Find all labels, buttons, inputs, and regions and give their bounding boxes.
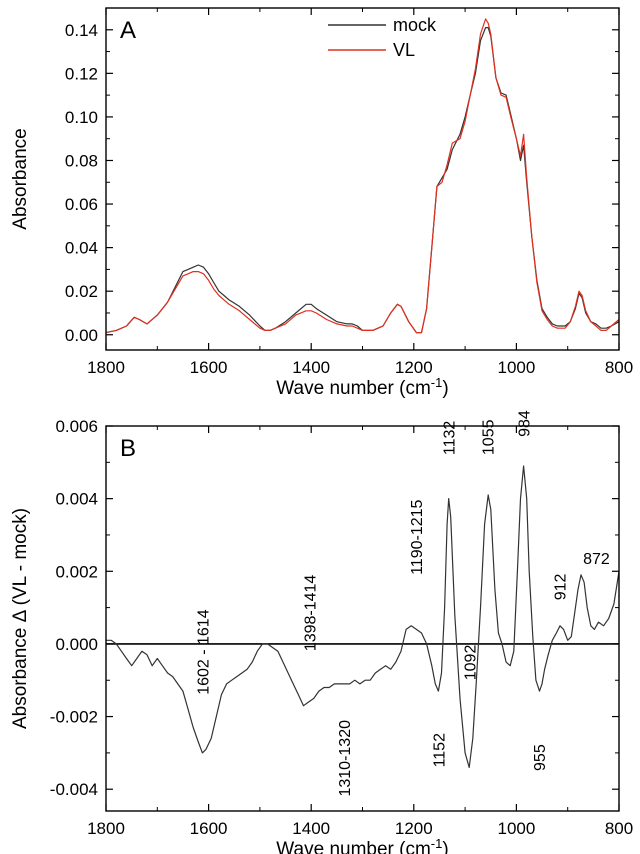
x-axis-label-unit-exponent: -1 — [431, 836, 443, 851]
y-tick-label: 0.04 — [65, 239, 98, 258]
x-axis-label-text: Wave number (cm — [276, 378, 431, 399]
y-tick-label: -0.004 — [50, 780, 98, 799]
peak-annotation: 1152 — [432, 733, 449, 768]
plot-frame — [105, 7, 620, 351]
peak-annotation: 955 — [532, 744, 549, 771]
x-axis-label: Wave number (cm-1) — [276, 836, 448, 854]
panel-a-chart: 1800 1600 1400 1200 1000 800 0.00 0.02 0.04 0.06 0… — [10, 7, 633, 399]
y-tick-label: 0.14 — [65, 21, 98, 40]
y-tick-label: 0.08 — [65, 151, 98, 170]
series-line-difference — [106, 465, 620, 768]
y-tick-label: 0.002 — [55, 562, 98, 581]
y-tick-label: 0.006 — [55, 417, 98, 436]
series-line-vl — [105, 18, 620, 334]
peak-annotation: 1132 — [442, 421, 459, 456]
y-tick-label: 0.004 — [55, 490, 98, 509]
peak-annotation: 1602 - 1614 — [196, 609, 213, 695]
y-tick-label: 0.10 — [65, 108, 98, 127]
x-tick-label: 1800 — [87, 819, 125, 838]
x-axis-label: Wave number (cm-1) — [276, 375, 448, 399]
peak-annotation: 872 — [583, 551, 610, 568]
x-tick-label: 1200 — [395, 358, 433, 377]
y-tick-label: 0.00 — [65, 326, 98, 345]
x-axis-label-text: Wave number (cm — [276, 839, 431, 854]
panel-label: A — [120, 17, 136, 44]
x-tick-label: 1200 — [395, 819, 433, 838]
y-tick-label: 0.000 — [55, 635, 98, 654]
x-tick-label: 1600 — [190, 819, 228, 838]
y-tick-label: 0.12 — [65, 64, 98, 83]
x-tick-label: 1400 — [292, 358, 330, 377]
x-tick-label: 800 — [605, 358, 633, 377]
x-axis-label-close: ) — [442, 839, 448, 854]
peak-annotation: 1398-1414 — [302, 575, 319, 652]
y-axis-label: Absorbance Δ (VL - mock) — [10, 508, 31, 729]
x-tick-label: 800 — [605, 819, 633, 838]
series-line-mock — [105, 27, 620, 334]
peak-annotation: 912 — [553, 573, 570, 600]
x-tick-label: 1600 — [190, 358, 228, 377]
x-tick-label: 1400 — [292, 819, 330, 838]
panel-label: B — [120, 435, 136, 462]
x-tick-label: 1000 — [497, 819, 535, 838]
legend-label-vl: VL — [393, 40, 415, 60]
y-tick-label: 0.02 — [65, 282, 98, 301]
x-tick-label: 1000 — [497, 358, 535, 377]
peak-annotation: 1055 — [481, 419, 498, 455]
peak-annotation: 1310-1320 — [337, 720, 354, 797]
y-tick-label: -0.002 — [50, 708, 98, 727]
peak-annotation: 984 — [517, 410, 534, 437]
peak-annotation: 1092 — [462, 645, 479, 681]
panel-b-chart: 1800 1600 1400 1200 1000 800 -0.004 -0.002 0.000… — [10, 410, 633, 854]
x-axis-label-close: ) — [442, 378, 448, 399]
y-tick-label: 0.06 — [65, 195, 98, 214]
peak-annotation: 1190-1215 — [409, 499, 426, 574]
x-axis-label-unit-exponent: -1 — [431, 375, 443, 390]
legend-label-mock: mock — [393, 15, 437, 35]
x-tick-label: 1800 — [87, 358, 125, 377]
y-axis-label: Absorbance — [10, 128, 31, 229]
